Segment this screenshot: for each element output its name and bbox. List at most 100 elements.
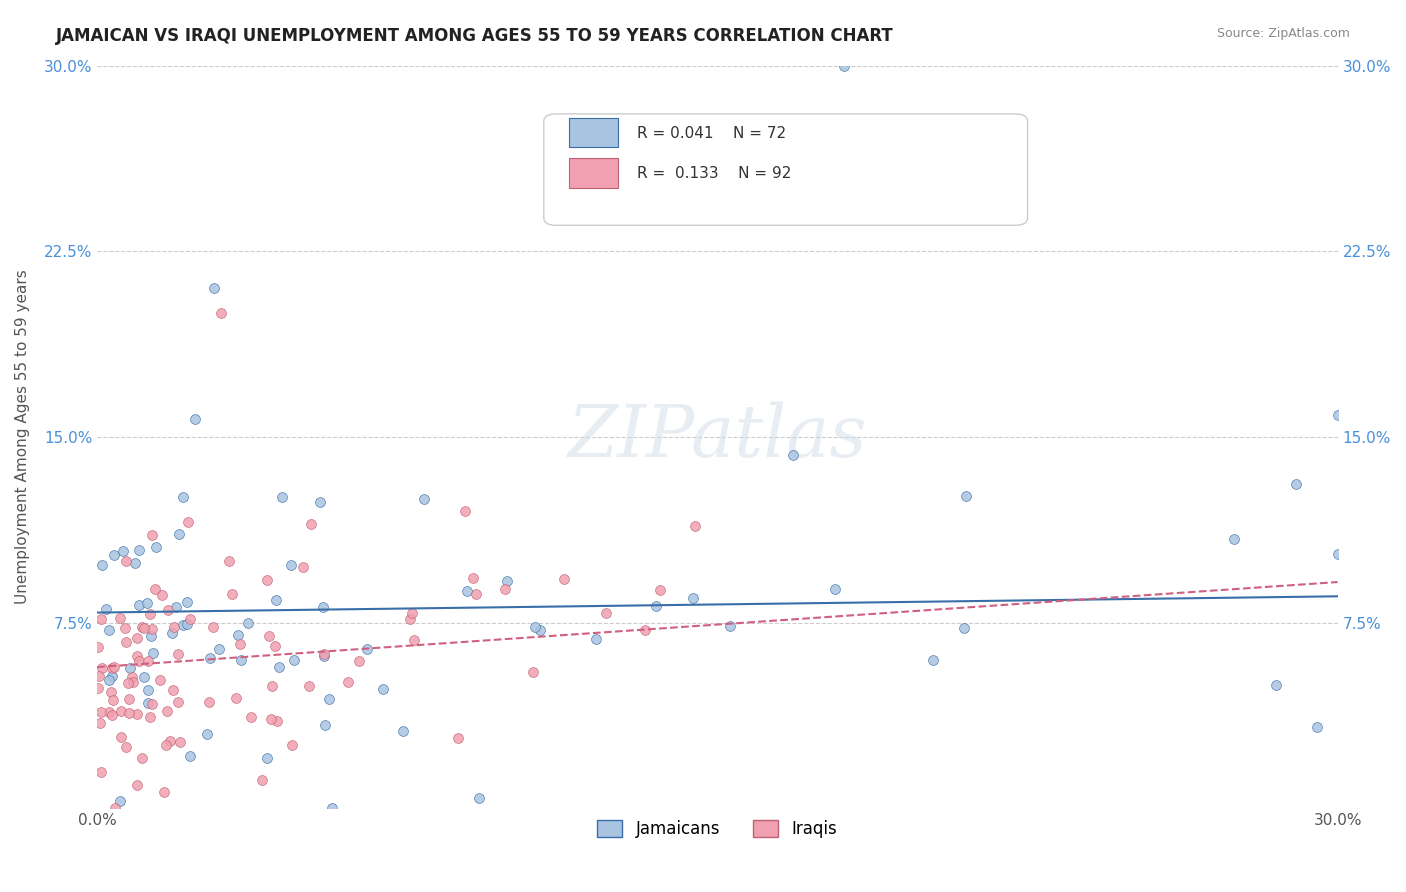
Iraqis	[266, 714, 288, 729]
Iraqis	[240, 710, 263, 724]
Iraqis	[125, 707, 148, 722]
Jamaicans	[314, 718, 336, 732]
Jamaicans	[176, 594, 198, 608]
Text: R =  0.133    N = 92: R = 0.133 N = 92	[637, 166, 792, 181]
Jamaicans	[91, 558, 114, 572]
Bar	[568, 118, 619, 147]
Y-axis label: Unemployment Among Ages 55 to 59 years: Unemployment Among Ages 55 to 59 years	[15, 269, 30, 605]
Iraqis	[162, 683, 184, 698]
Iraqis	[401, 607, 423, 621]
Jamaicans	[160, 625, 183, 640]
Jamaicans	[124, 556, 146, 570]
Iraqis	[87, 640, 110, 654]
Jamaicans	[496, 574, 519, 588]
Bar	[568, 159, 619, 188]
Jamaicans	[167, 527, 190, 541]
Iraqis	[159, 733, 181, 747]
Iraqis	[127, 648, 149, 663]
Jamaicans	[172, 491, 194, 505]
Iraqis	[118, 706, 141, 720]
Iraqis	[101, 707, 124, 722]
Jamaicans	[312, 649, 335, 664]
Jamaicans	[202, 281, 225, 295]
Jamaicans	[832, 59, 855, 73]
Iraqis	[136, 654, 159, 668]
Jamaicans	[231, 653, 253, 667]
Iraqis	[89, 716, 111, 731]
Jamaicans	[312, 600, 335, 615]
Iraqis	[256, 574, 278, 588]
Iraqis	[595, 606, 617, 620]
Iraqis	[131, 619, 153, 633]
Iraqis	[648, 582, 671, 597]
Iraqis	[127, 631, 149, 645]
Iraqis	[163, 620, 186, 634]
Jamaicans	[468, 791, 491, 805]
Iraqis	[260, 712, 283, 726]
Iraqis	[179, 612, 201, 626]
Iraqis	[115, 740, 138, 755]
Jamaicans	[1326, 408, 1348, 422]
Iraqis	[139, 710, 162, 724]
Iraqis	[101, 693, 124, 707]
Jamaicans	[269, 660, 291, 674]
Iraqis	[464, 587, 486, 601]
Iraqis	[118, 692, 141, 706]
Iraqis	[257, 630, 280, 644]
Iraqis	[97, 705, 120, 719]
Jamaicans	[97, 623, 120, 637]
Jamaicans	[118, 661, 141, 675]
Iraqis	[299, 516, 322, 531]
Iraqis	[128, 654, 150, 668]
Iraqis	[115, 635, 138, 649]
Iraqis	[454, 504, 477, 518]
Jamaicans	[952, 621, 974, 635]
FancyBboxPatch shape	[544, 114, 1028, 226]
Jamaicans	[922, 653, 945, 667]
Iraqis	[110, 704, 132, 718]
Iraqis	[201, 620, 224, 634]
Jamaicans	[391, 724, 413, 739]
Iraqis	[494, 582, 516, 597]
Iraqis	[143, 582, 166, 596]
Iraqis	[141, 622, 163, 636]
Iraqis	[250, 772, 273, 787]
Iraqis	[281, 739, 304, 753]
Jamaicans	[456, 584, 478, 599]
Jamaicans	[179, 748, 201, 763]
Iraqis	[101, 661, 124, 675]
Jamaicans	[718, 619, 741, 633]
Iraqis	[114, 554, 136, 568]
Jamaicans	[165, 600, 187, 615]
Jamaicans	[238, 616, 260, 631]
Iraqis	[157, 603, 180, 617]
Iraqis	[117, 676, 139, 690]
Iraqis	[463, 571, 485, 585]
Jamaicans	[356, 641, 378, 656]
Iraqis	[167, 647, 190, 661]
Iraqis	[218, 554, 240, 568]
Iraqis	[131, 750, 153, 764]
Text: ZIPatlas: ZIPatlas	[568, 401, 868, 472]
Iraqis	[125, 778, 148, 792]
Iraqis	[141, 528, 163, 542]
Iraqis	[90, 612, 112, 626]
Iraqis	[404, 632, 426, 647]
Iraqis	[553, 573, 575, 587]
Iraqis	[225, 691, 247, 706]
Jamaicans	[782, 448, 804, 462]
Iraqis	[87, 669, 110, 683]
Legend: Jamaicans, Iraqis: Jamaicans, Iraqis	[591, 814, 844, 845]
Jamaicans	[256, 751, 278, 765]
Iraqis	[104, 801, 127, 815]
Iraqis	[110, 730, 132, 744]
Jamaicans	[955, 489, 977, 503]
Iraqis	[177, 515, 200, 529]
Iraqis	[87, 681, 110, 695]
Iraqis	[89, 706, 111, 720]
Iraqis	[91, 661, 114, 675]
Iraqis	[522, 665, 544, 680]
Iraqis	[260, 679, 283, 693]
Iraqis	[209, 306, 232, 320]
Jamaicans	[585, 632, 607, 646]
